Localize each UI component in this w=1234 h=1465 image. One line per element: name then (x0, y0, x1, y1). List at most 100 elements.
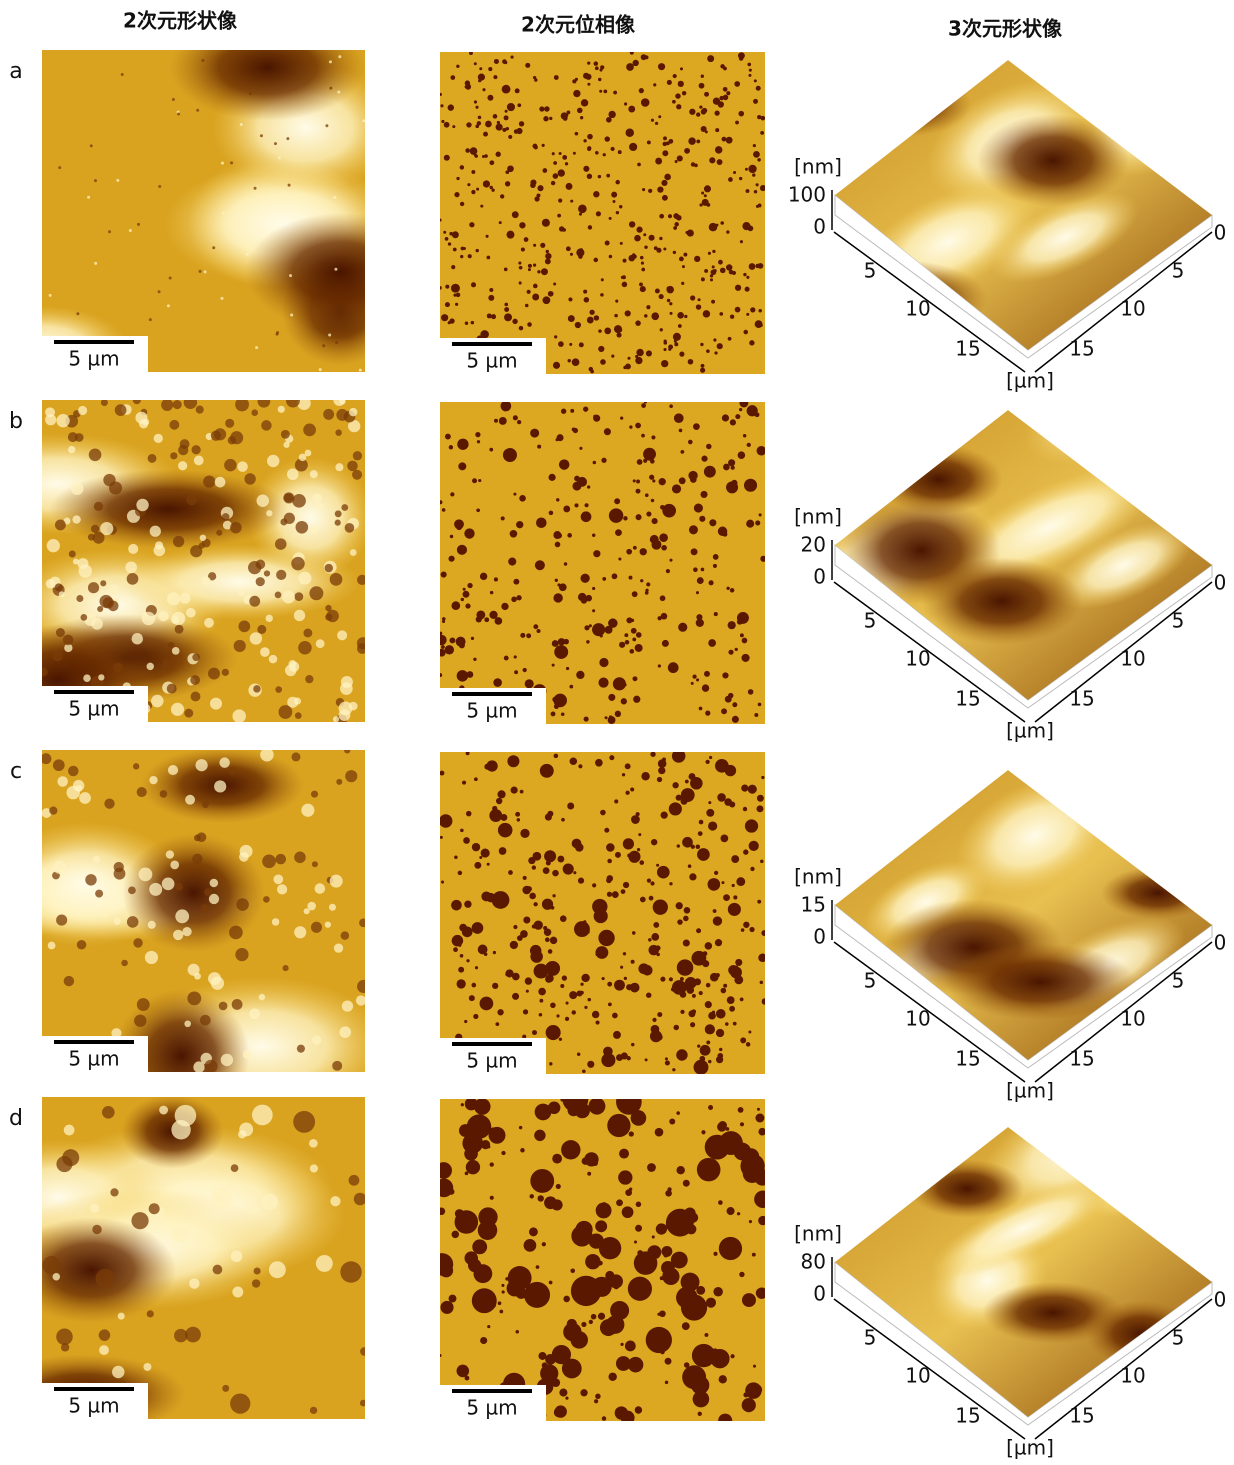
phase-domain (461, 1103, 464, 1106)
phase-domain (663, 348, 666, 351)
domain (312, 1035, 321, 1044)
phase-domain (497, 790, 505, 798)
phase-domain (478, 116, 482, 120)
phase-domain (528, 264, 532, 268)
domain (201, 59, 204, 62)
phase-domain (674, 1025, 679, 1030)
phase-domain (717, 159, 723, 165)
phase-domain (474, 862, 481, 869)
phase-domain (556, 1014, 559, 1017)
phase-domain (507, 165, 514, 172)
phase-domain (722, 672, 728, 678)
phase-domain (657, 1012, 662, 1017)
y-tick-label: 10 (1120, 1007, 1145, 1031)
phase-domain (660, 977, 665, 982)
phase-domain (592, 587, 595, 590)
phase-domain (728, 621, 736, 629)
phase-domain (514, 129, 519, 134)
domain (257, 494, 269, 506)
afm-image (436, 399, 766, 727)
phase-domain (668, 214, 672, 218)
domain (315, 883, 326, 894)
phase-domain (740, 998, 744, 1002)
domain (158, 290, 161, 293)
z-tick-label: 100 (788, 183, 826, 207)
phase-domain (505, 181, 510, 186)
phase-domain (684, 315, 687, 318)
phase-domain (761, 776, 764, 779)
phase-domain (675, 160, 678, 163)
phase-domain (593, 550, 600, 557)
phase-domain (619, 329, 622, 332)
domain (53, 861, 66, 874)
domain (101, 399, 108, 406)
phase-domain (646, 511, 651, 516)
phase-domain (532, 865, 536, 869)
phase-domain (449, 445, 453, 449)
phase-domain (623, 838, 634, 849)
phase-domain (624, 633, 628, 637)
phase-domain (618, 557, 621, 560)
phase-domain (598, 346, 604, 352)
phase-domain (701, 364, 705, 368)
phase-domain (525, 304, 529, 308)
phase-domain (476, 188, 479, 191)
phase-domain (719, 312, 723, 316)
image-content (0, 14, 435, 387)
domain (254, 1267, 261, 1274)
domain (142, 419, 149, 426)
y-tick-label: 5 (1172, 609, 1185, 633)
phase-domain (662, 195, 668, 201)
domain (162, 659, 173, 670)
phase-domain (740, 1122, 744, 1126)
phase-domain (584, 1006, 587, 1009)
phase-domain (696, 304, 701, 309)
domain (277, 884, 287, 894)
phase-domain (460, 165, 464, 169)
phase-domain (616, 211, 619, 214)
phase-domain (754, 1191, 771, 1208)
domain (357, 637, 369, 649)
z-tick-label: 15 (801, 893, 826, 917)
phase-domain (482, 155, 485, 158)
domain (336, 409, 348, 421)
phase-domain (624, 977, 627, 980)
domain (239, 852, 249, 862)
phase-domain (484, 764, 490, 770)
domain (136, 499, 148, 511)
phase-domain (665, 1358, 672, 1365)
phase-domain (504, 267, 508, 271)
domain (359, 918, 368, 927)
phase-domain (678, 623, 687, 632)
phase-domain (602, 577, 606, 581)
phase-domain (726, 230, 729, 233)
z-tick-label: 0 (813, 1282, 826, 1306)
phase-domain (445, 302, 450, 307)
phase-domain (698, 298, 701, 301)
afm-image (438, 51, 766, 374)
domain (56, 1156, 72, 1172)
y-tick-label: 15 (1069, 337, 1094, 361)
phase-domain (612, 1013, 618, 1019)
phase-domain (652, 1235, 655, 1238)
phase-domain (757, 115, 761, 119)
domain (131, 1212, 148, 1229)
phase-domain (566, 1002, 569, 1005)
phase-domain (650, 881, 654, 885)
phase-domain (611, 355, 614, 358)
domain (159, 1106, 168, 1115)
domain (175, 625, 184, 634)
domain (269, 655, 278, 664)
phase-domain (692, 675, 696, 679)
phase-domain (555, 542, 561, 548)
domain (170, 860, 179, 869)
phase-domain (652, 1018, 656, 1022)
domain (230, 522, 242, 534)
phase-domain (466, 811, 472, 817)
phase-domain (624, 102, 627, 105)
phase-domain (487, 95, 493, 101)
phase-domain (609, 508, 623, 522)
phase-domain (625, 364, 631, 370)
phase-domain (738, 111, 744, 117)
z-unit: [nm] (794, 865, 842, 889)
